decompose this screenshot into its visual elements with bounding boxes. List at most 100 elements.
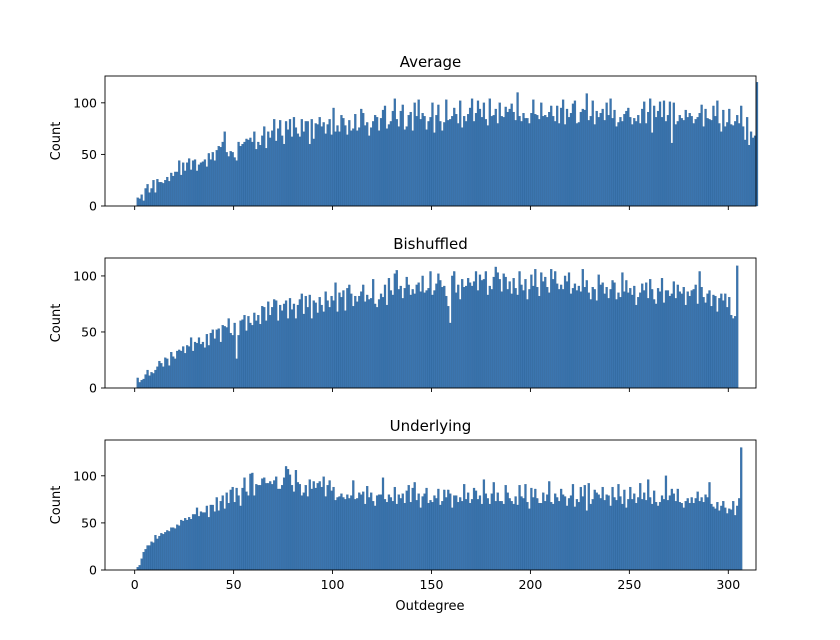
bar — [672, 102, 675, 207]
bar — [447, 306, 450, 389]
bar — [417, 493, 420, 571]
bar — [176, 350, 179, 389]
bar — [664, 475, 668, 571]
bar — [310, 119, 313, 207]
bar — [387, 494, 391, 571]
bar — [595, 300, 598, 389]
bar — [330, 295, 333, 389]
bar — [364, 125, 367, 207]
bar — [561, 494, 565, 571]
bar — [279, 120, 282, 207]
bar — [223, 131, 226, 207]
bar — [492, 276, 495, 389]
bar — [625, 110, 628, 207]
bar — [722, 109, 725, 207]
bar — [138, 565, 141, 571]
bar — [468, 502, 472, 571]
bar — [617, 292, 620, 389]
bar — [702, 297, 705, 389]
bar — [615, 126, 618, 207]
bar — [300, 293, 303, 389]
bar — [393, 273, 396, 389]
bar — [530, 487, 533, 571]
bar — [472, 487, 476, 571]
bar — [518, 271, 521, 389]
bar — [261, 135, 264, 207]
bar — [474, 271, 478, 389]
panels: Average050100CountBishuffled050100CountU… — [49, 53, 759, 592]
bar — [213, 511, 216, 571]
bar — [229, 151, 232, 207]
bar — [643, 290, 646, 389]
bar — [166, 358, 169, 389]
y-tick-label: 50 — [81, 324, 97, 339]
bar — [670, 293, 674, 389]
bar — [389, 121, 393, 207]
bar — [694, 498, 697, 571]
bar — [747, 145, 751, 207]
bar — [629, 486, 632, 571]
bar — [668, 101, 672, 207]
bar — [332, 486, 335, 571]
bar — [170, 172, 173, 207]
bar — [215, 497, 218, 571]
bar — [138, 198, 141, 207]
bar — [269, 137, 272, 207]
bar — [368, 299, 371, 389]
bar — [510, 293, 513, 389]
bar — [211, 152, 214, 207]
bar — [749, 131, 753, 207]
bar — [522, 113, 525, 207]
bar — [217, 510, 220, 571]
bar — [411, 289, 414, 389]
bar — [678, 291, 681, 389]
bar — [504, 276, 507, 389]
bar — [431, 294, 434, 389]
bar — [437, 488, 440, 571]
bar — [377, 494, 381, 571]
bar — [682, 120, 685, 207]
bar — [170, 527, 173, 571]
bar — [558, 289, 561, 389]
bar — [635, 502, 638, 571]
bar — [498, 501, 501, 571]
bar — [136, 377, 139, 389]
bar — [611, 280, 614, 389]
bar — [191, 350, 195, 389]
bar — [639, 123, 642, 207]
bar — [350, 130, 353, 207]
bar — [451, 116, 454, 207]
bar — [613, 282, 616, 389]
bar — [383, 499, 387, 571]
bar — [567, 498, 571, 571]
bar — [399, 110, 402, 207]
bar — [235, 160, 238, 207]
bar — [387, 124, 391, 207]
bar — [435, 115, 438, 207]
bar — [500, 116, 503, 207]
bar — [160, 533, 163, 571]
bar — [569, 495, 573, 571]
bar — [403, 288, 406, 389]
bar — [730, 509, 733, 571]
bar — [193, 159, 197, 207]
bar — [744, 139, 747, 207]
bar — [237, 335, 240, 389]
bar — [221, 325, 224, 389]
bar — [734, 515, 737, 571]
bar — [496, 272, 499, 389]
bar — [561, 99, 565, 207]
bar — [688, 295, 691, 389]
bar — [154, 192, 157, 207]
bar — [605, 287, 608, 389]
bar — [488, 98, 491, 207]
bar — [259, 323, 262, 389]
bar — [662, 302, 666, 389]
bar — [447, 489, 450, 571]
bar — [544, 276, 547, 389]
bar — [352, 306, 355, 389]
bar — [316, 483, 319, 571]
bar — [174, 528, 177, 571]
bar — [542, 116, 545, 207]
bar — [445, 295, 448, 389]
